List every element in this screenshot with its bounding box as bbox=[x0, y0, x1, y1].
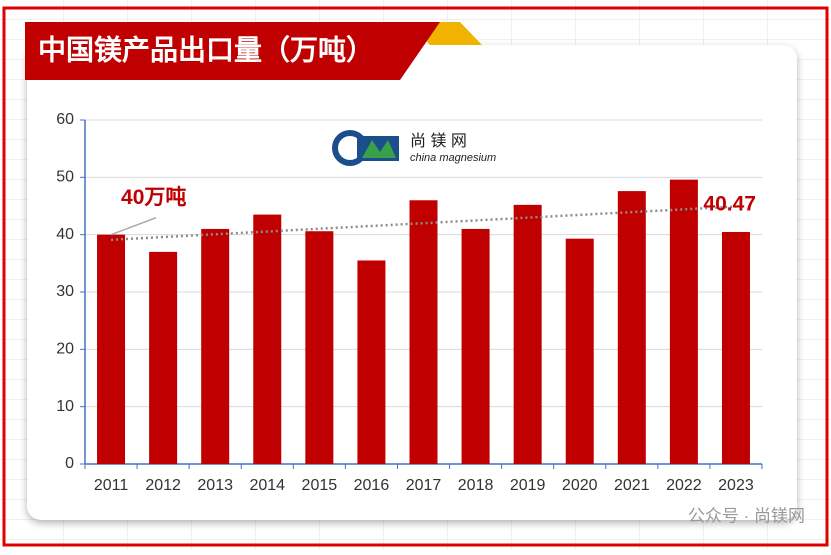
bar bbox=[513, 204, 542, 464]
x-tick-label: 2022 bbox=[666, 477, 702, 494]
bar bbox=[253, 214, 282, 464]
x-tick-label: 2023 bbox=[718, 477, 754, 494]
bar bbox=[461, 228, 490, 464]
x-tick-label: 2011 bbox=[94, 477, 129, 494]
bar bbox=[565, 238, 594, 464]
frame bbox=[2, 6, 829, 547]
bar bbox=[201, 228, 230, 464]
bar bbox=[305, 231, 334, 464]
y-tick-label: 60 bbox=[56, 111, 74, 128]
logo-subtitle: china magnesium bbox=[410, 152, 496, 164]
trendline bbox=[110, 205, 737, 242]
label-leader bbox=[110, 216, 157, 236]
chart-title: 中国镁产品出口量（万吨） bbox=[38, 33, 374, 65]
value-label: 40.47 bbox=[703, 193, 756, 216]
y-tick-label: 20 bbox=[56, 341, 74, 358]
bar bbox=[721, 231, 750, 464]
title-banner bbox=[25, 22, 440, 80]
bar bbox=[617, 191, 646, 465]
logo-peaks bbox=[362, 140, 396, 158]
x-tick-label: 2012 bbox=[145, 477, 181, 494]
value-label: 40万吨 bbox=[121, 186, 186, 209]
x-tick-label: 2018 bbox=[458, 477, 494, 494]
bar bbox=[669, 179, 698, 465]
bar bbox=[357, 260, 386, 464]
x-tick-label: 2020 bbox=[562, 477, 598, 494]
y-tick-label: 0 bbox=[65, 455, 74, 472]
watermark: 公众号 · 尚镁网 bbox=[688, 506, 805, 525]
x-tick-label: 2014 bbox=[249, 477, 285, 494]
x-tick-label: 2013 bbox=[197, 477, 233, 494]
bar bbox=[97, 234, 126, 464]
y-tick-label: 50 bbox=[56, 169, 74, 186]
x-tick-label: 2019 bbox=[510, 477, 546, 494]
y-tick-label: 10 bbox=[56, 398, 74, 415]
logo-name: 尚 镁 网 bbox=[410, 132, 467, 150]
x-tick-label: 2021 bbox=[614, 477, 650, 494]
x-tick-label: 2015 bbox=[302, 477, 338, 494]
y-tick-label: 40 bbox=[56, 226, 74, 243]
bar bbox=[149, 251, 178, 464]
x-tick-label: 2017 bbox=[406, 477, 442, 494]
logo: 尚 镁 网 china magnesium bbox=[332, 130, 496, 166]
y-tick-label: 30 bbox=[56, 283, 74, 300]
x-tick-label: 2016 bbox=[354, 477, 390, 494]
bar bbox=[409, 200, 438, 464]
